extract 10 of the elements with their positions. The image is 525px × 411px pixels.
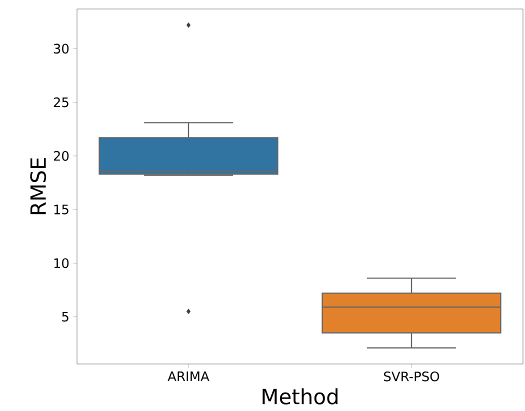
y-tick-label: 10 xyxy=(54,258,69,268)
y-tick-label: 25 xyxy=(54,97,68,108)
y-axis-title: RMSE xyxy=(30,158,46,214)
x-tick-label: SVR-PSO xyxy=(384,372,440,382)
x-tick-label: ARIMA xyxy=(168,372,210,381)
y-tick-label: 5 xyxy=(62,312,68,322)
y-tick-label: 15 xyxy=(54,204,68,214)
y-tick-label: 30 xyxy=(54,44,69,54)
y-tick-label: 20 xyxy=(54,151,69,161)
x-axis-title: Method xyxy=(262,388,338,404)
